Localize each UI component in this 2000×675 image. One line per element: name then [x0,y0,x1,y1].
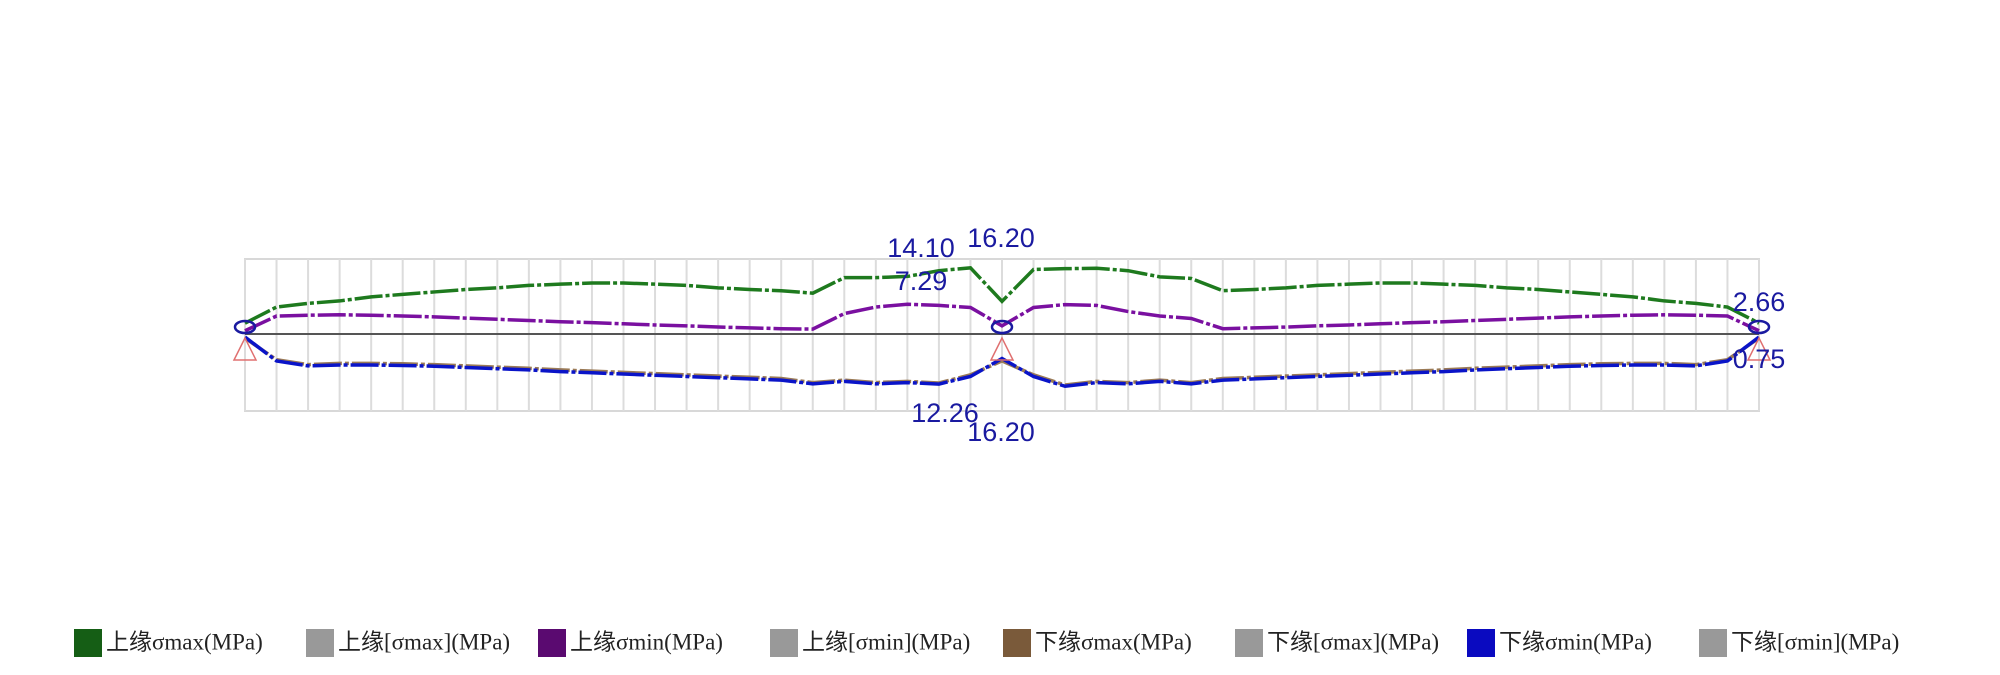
node [233,319,257,335]
legend-label: 下缘σmax(MPa) [1035,629,1192,654]
legend-swatch [538,629,566,657]
annotation: 0.75 [1733,344,1786,374]
legend-swatch [74,629,102,657]
legend-label: 上缘σmin(MPa) [570,629,723,654]
nodes [233,319,1771,335]
series-lines [243,266,1761,389]
supports [232,336,1772,361]
support [989,336,1015,361]
legend-label: 上缘[σmax](MPa) [338,629,510,654]
legend-label: 下缘σmin(MPa) [1499,629,1652,654]
series-line [244,266,1760,325]
series-line [244,302,1760,333]
annotation: 12.26 [911,398,979,428]
annotation: 16.20 [967,223,1035,253]
legend-swatch [1467,629,1495,657]
annotation: 7.29 [895,266,948,296]
legend-swatch [1235,629,1263,657]
annotation: 16.20 [967,417,1035,447]
support [232,336,258,361]
legend-swatch [306,629,334,657]
series-line [243,335,1761,389]
legend-swatch [770,629,798,657]
annotation: 2.66 [1733,287,1786,317]
node [990,319,1014,335]
support [1746,336,1772,361]
legend-label: 上缘σmax(MPa) [106,629,263,654]
legend-label: 下缘[σmax](MPa) [1267,629,1439,654]
legend-swatch [1003,629,1031,657]
legend-swatch [1699,629,1727,657]
legend: 上缘σmax(MPa) 上缘[σmax](MPa) 上缘σmin(MPa) 上缘[σm… [74,629,1899,657]
node [1747,319,1771,335]
legend-label: 下缘[σmin](MPa) [1731,629,1899,654]
legend-label: 上缘[σmin](MPa) [802,629,970,654]
annotation: 14.10 [887,233,955,263]
